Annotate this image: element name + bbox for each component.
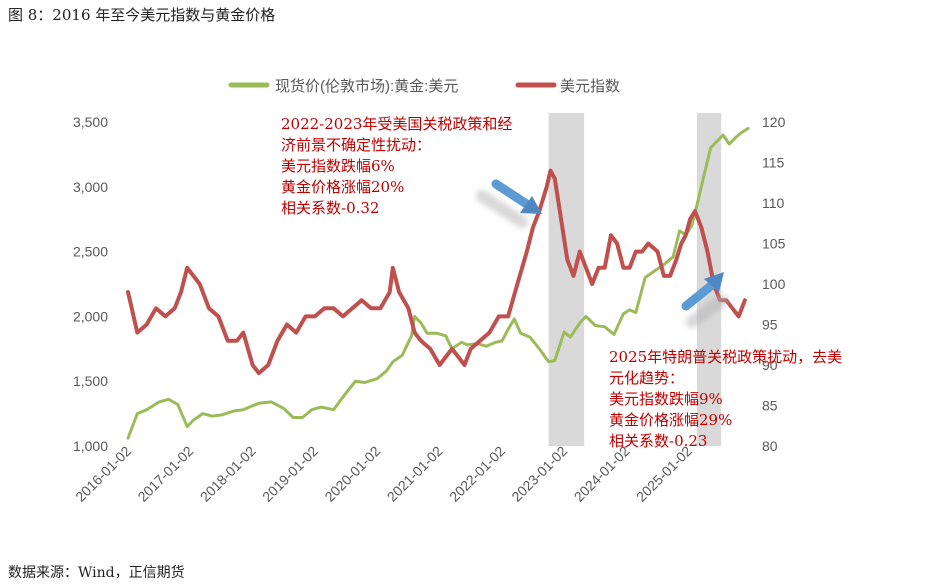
usd-index-line — [126, 168, 747, 376]
legend-gold-label: 现货价(伦敦市场):黄金:美元 — [275, 78, 458, 95]
legend-usd-label: 美元指数 — [560, 78, 620, 95]
x-tick-label: 2025-01-02 — [633, 443, 695, 505]
annotation-2025-line-4: 黄金价格涨幅29% — [609, 411, 732, 429]
arrow-2022 — [476, 179, 542, 228]
y-right-tick-label: 90 — [762, 357, 778, 373]
gold-price-line — [126, 127, 750, 440]
x-tick-label: 2024-01-02 — [571, 443, 633, 505]
annotation-2022-line-3: 美元指数跌幅6% — [281, 157, 395, 175]
figure-source: 数据来源：Wind，正信期货 — [8, 565, 185, 581]
annotation-2022-line-4: 黄金价格涨幅20% — [281, 178, 404, 196]
x-tick-label: 2022-01-02 — [446, 443, 508, 505]
annotation-2022-line-2: 济前景不确定性扰动： — [281, 136, 431, 154]
y-left-tick-label: 3,500 — [73, 114, 108, 130]
annotation-2025-line-2: 元化趋势： — [609, 369, 684, 387]
x-tick-label: 2021-01-02 — [384, 443, 446, 505]
annotation-2022: 2022-2023年受美国关税政策和经 济前景不确定性扰动： 美元指数跌幅6% … — [281, 115, 512, 217]
annotation-2025-line-5: 相关系数-0.23 — [609, 432, 707, 450]
x-tick-label: 2019-01-02 — [259, 443, 321, 505]
y-right-tick-label: 80 — [762, 438, 778, 454]
annotation-2022-line-1: 2022-2023年受美国关税政策和经 — [281, 115, 512, 133]
y-left-tick-label: 2,500 — [73, 244, 108, 260]
y-right-tick-label: 120 — [762, 114, 786, 130]
annotation-2022-line-5: 相关系数-0.32 — [281, 199, 379, 217]
annotation-2025-line-3: 美元指数跌幅9% — [609, 390, 723, 408]
y-right-tick-label: 115 — [762, 155, 785, 171]
y-right-tick-label: 100 — [762, 276, 786, 292]
annotation-2025-line-1: 2025年特朗普关税政策扰动，去美 — [609, 348, 842, 366]
x-tick-label: 2023-01-02 — [508, 443, 570, 505]
arrow-2025 — [681, 272, 728, 328]
y-left-tick-label: 3,000 — [73, 179, 108, 195]
annotation-2025: 2025年特朗普关税政策扰动，去美 元化趋势： 美元指数跌幅9% 黄金价格涨幅2… — [609, 348, 842, 450]
y-right-tick-label: 85 — [762, 398, 778, 414]
legend: 现货价(伦敦市场):黄金:美元 美元指数 — [228, 78, 620, 95]
x-tick-label: 2018-01-02 — [197, 443, 259, 505]
x-tick-label: 2020-01-02 — [321, 443, 383, 505]
y-right-tick-label: 105 — [762, 236, 786, 252]
y-left-tick-label: 1,500 — [73, 373, 108, 389]
x-tick-label: 2017-01-02 — [134, 443, 196, 505]
y-left-tick-label: 1,000 — [73, 438, 108, 454]
shaded-period-1 — [548, 113, 585, 446]
y-left-tick-label: 2,000 — [73, 308, 108, 324]
y-right-tick-label: 110 — [762, 195, 785, 211]
y-right-tick-label: 95 — [762, 317, 778, 333]
figure-title: 图 8：2016 年至今美元指数与黄金价格 — [8, 6, 276, 24]
